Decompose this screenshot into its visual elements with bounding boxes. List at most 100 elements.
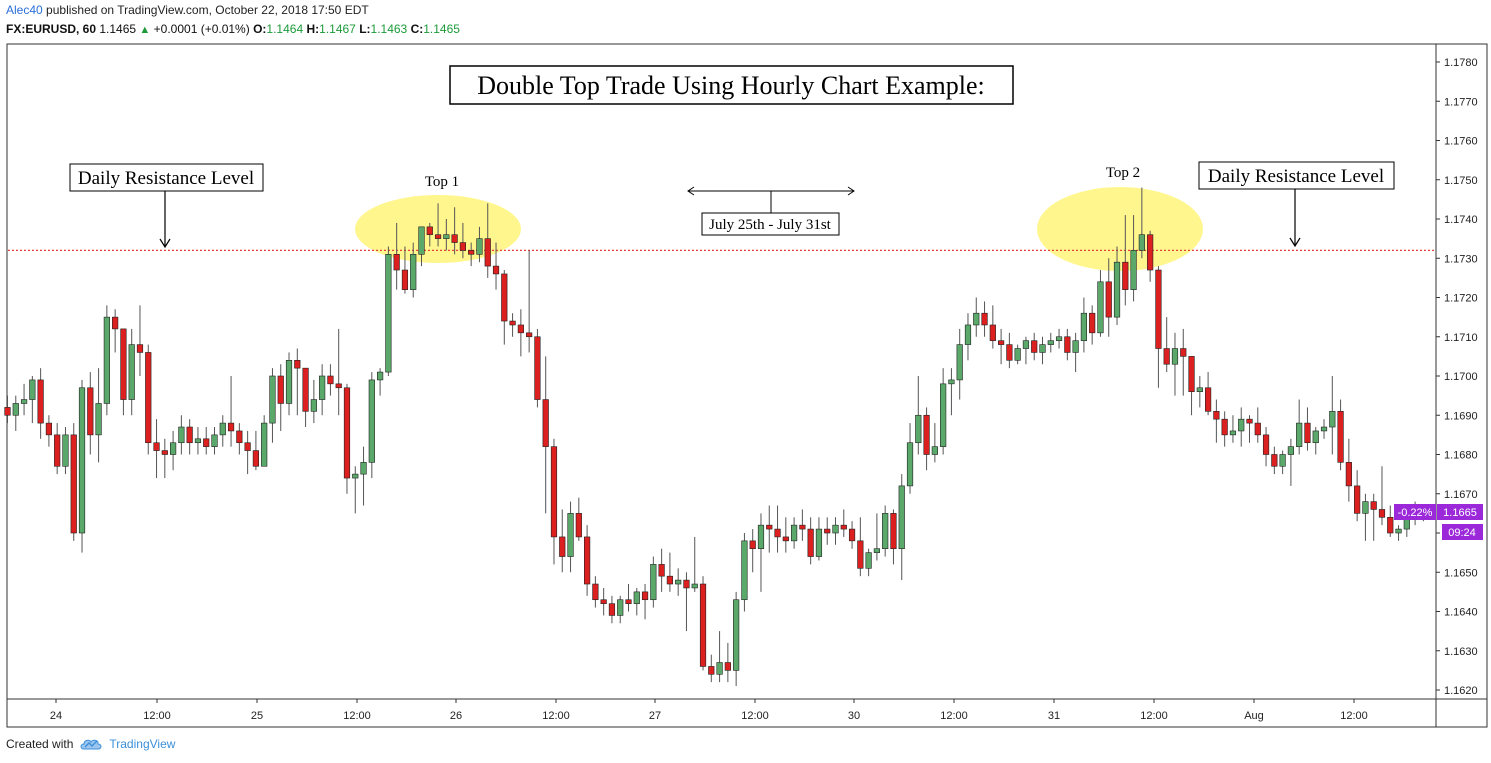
candle-body <box>865 552 872 569</box>
candle-body <box>815 528 823 557</box>
candle-body <box>120 328 127 400</box>
candle-body <box>708 666 715 675</box>
y-tick-label: 1.1630 <box>1444 646 1478 658</box>
candle-body <box>832 524 839 534</box>
candle-body <box>1395 528 1402 534</box>
change-badge <box>1394 504 1436 520</box>
time-badge <box>1442 524 1483 540</box>
tradingview-link[interactable]: TradingView <box>79 737 175 751</box>
candle-body <box>252 450 260 467</box>
candle-body <box>45 422 52 436</box>
x-tick-label: 25 <box>251 710 263 722</box>
candle-body <box>1113 261 1121 318</box>
candle-body <box>1320 426 1328 432</box>
resistance-label-right-box <box>1198 161 1395 190</box>
candle-body <box>989 324 996 341</box>
candle-body <box>128 344 135 400</box>
candle-body <box>468 250 475 255</box>
candle-body <box>145 352 152 444</box>
candle-body <box>1354 485 1361 514</box>
candle-body <box>1329 411 1336 428</box>
y-tick-label: 1.1650 <box>1444 567 1478 579</box>
candle-body <box>501 273 508 322</box>
candle-body <box>319 375 326 400</box>
y-tick-label: 1.1770 <box>1444 96 1478 108</box>
candle-body <box>62 434 69 467</box>
candle-body <box>790 524 798 542</box>
y-tick-label: 1.1750 <box>1444 175 1478 187</box>
candle-body <box>352 473 359 479</box>
candle-body <box>1047 340 1054 345</box>
range-arrow-right-head <box>847 186 855 196</box>
candle-body <box>1287 446 1294 455</box>
candle-body <box>1163 348 1170 365</box>
resistance-label-left-box <box>69 163 264 192</box>
candle-body <box>716 662 723 675</box>
candle-body <box>178 426 185 444</box>
resistance-arrow-left-head <box>159 238 171 249</box>
chart-title: Double Top Trade Using Hourly Chart Exam… <box>477 71 985 100</box>
candle-body <box>658 564 665 577</box>
candle-body <box>848 528 856 542</box>
candle-body <box>236 430 243 444</box>
candle-body <box>451 234 458 243</box>
candle-body <box>542 399 549 447</box>
candle-body <box>1337 411 1344 463</box>
candle-body <box>1378 509 1386 518</box>
candle-body <box>575 513 582 538</box>
candle-body <box>1229 430 1237 436</box>
price-change: +0.0001 (+0.01%) <box>153 22 250 36</box>
candle-body <box>426 226 433 236</box>
candle-body <box>840 524 847 530</box>
open-label: O: <box>253 22 267 36</box>
candle-body <box>1271 454 1278 467</box>
candle-body <box>70 434 77 534</box>
candle-body <box>997 340 1005 345</box>
y-tick-label: 1.1730 <box>1444 253 1478 265</box>
candle-body <box>592 583 599 601</box>
candle-body <box>492 265 500 275</box>
candle-body <box>227 422 235 432</box>
candle-body <box>103 316 110 404</box>
candle-body <box>683 579 690 589</box>
price-axis[interactable]: 1.1780 1.1770 1.1760 1.1750 1.1740 1.1730 1.17… <box>1436 57 1478 697</box>
time-axis[interactable]: 24 12:00 25 12:00 26 12:00 27 12:00 30 12:00 31 12:… <box>50 699 1368 722</box>
x-tick-label: Aug <box>1244 710 1264 722</box>
x-tick-label: 12:00 <box>343 710 371 722</box>
candle-body <box>434 234 442 239</box>
candle-body <box>310 399 317 412</box>
candle-body <box>54 434 61 467</box>
author-link[interactable]: Alec40 <box>6 3 43 17</box>
candle-body <box>1345 462 1352 487</box>
candle-body <box>641 591 649 601</box>
candle-body <box>401 269 409 290</box>
candle-body <box>1064 336 1071 353</box>
candle-body <box>261 422 268 467</box>
candle-body <box>186 426 193 444</box>
candle-body <box>1072 340 1079 353</box>
candle-body <box>625 599 632 604</box>
up-arrow-icon: ▲ <box>139 24 151 36</box>
x-tick-label: 27 <box>649 710 661 722</box>
candle-body <box>211 434 218 447</box>
candle-body <box>112 316 119 330</box>
candle-body <box>1370 501 1377 510</box>
candle-body <box>567 513 574 557</box>
candle-body <box>153 442 160 451</box>
candle-body <box>385 254 392 373</box>
candle-body <box>343 387 351 479</box>
candle-body <box>956 344 963 381</box>
candle-body <box>882 513 889 550</box>
candle-body <box>285 359 293 404</box>
candle-body <box>526 332 533 338</box>
candle-body <box>898 485 905 549</box>
candle-body <box>1089 312 1096 334</box>
publish-info: Alec40 published on TradingView.com, Oct… <box>6 3 369 17</box>
candle-body <box>824 528 831 534</box>
candle-body <box>277 375 284 404</box>
high-label: H: <box>306 22 320 36</box>
tradingview-cloud-icon <box>80 739 102 750</box>
candle-body <box>368 379 375 463</box>
top2-label: Top 2 <box>1106 165 1140 181</box>
